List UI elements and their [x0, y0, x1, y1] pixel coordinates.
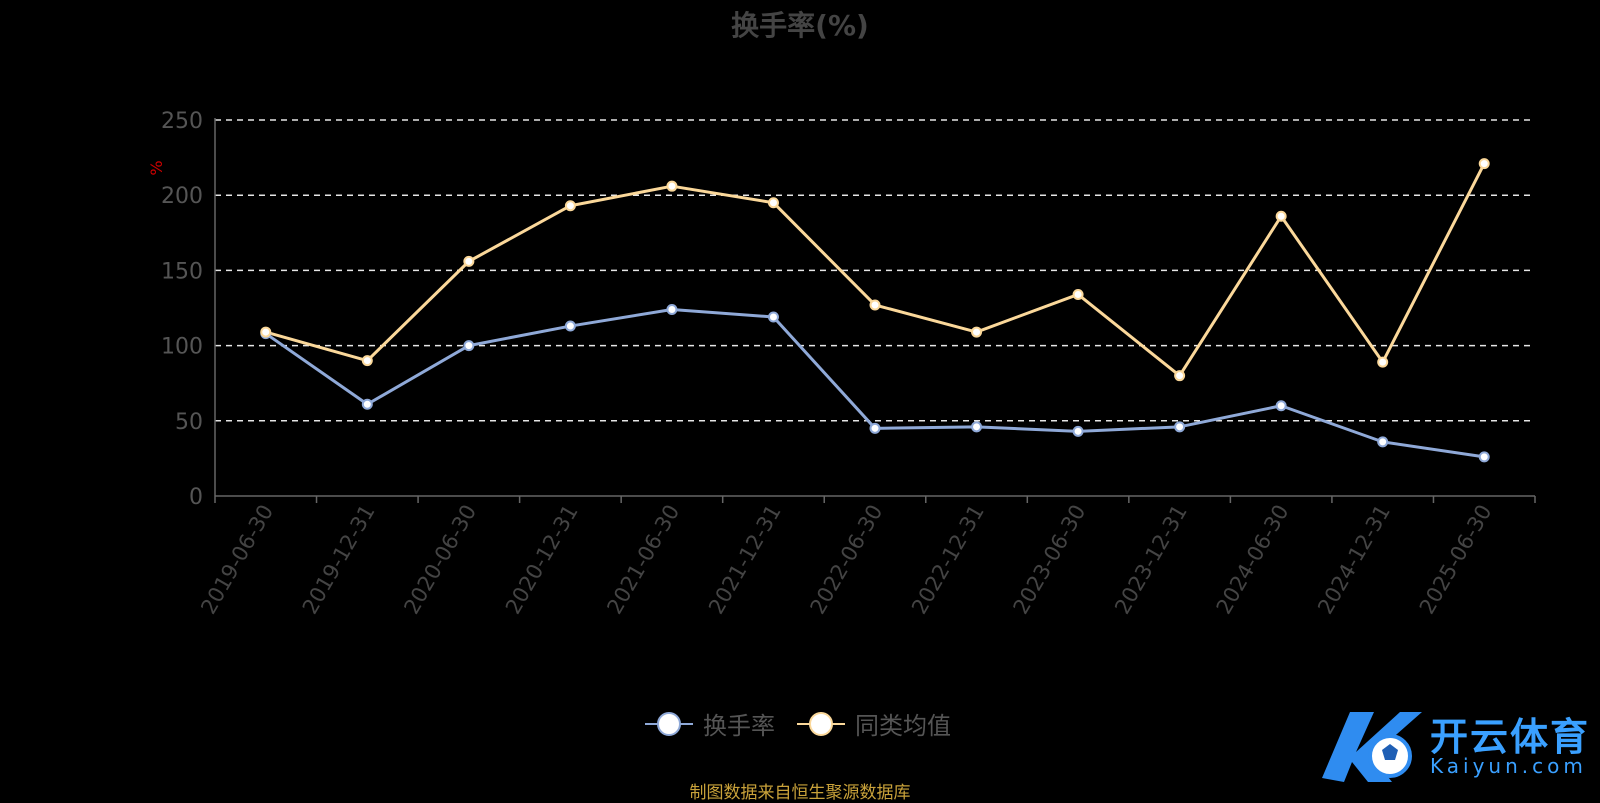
x-tick-label: 2019-06-30	[196, 501, 278, 619]
data-point	[564, 320, 576, 332]
data-point	[361, 398, 373, 410]
y-axis-label: %	[147, 160, 166, 175]
y-tick-label: 250	[161, 109, 203, 134]
data-point	[869, 422, 881, 434]
legend-label-turnover: 换手率	[703, 712, 775, 740]
x-tick-label: 2024-06-30	[1212, 501, 1294, 619]
data-point	[971, 421, 983, 433]
kaiyun-logo-mark-icon	[1322, 712, 1422, 782]
data-point	[666, 304, 678, 316]
x-tick-label: 2023-06-30	[1009, 501, 1091, 619]
x-tick-label: 2022-06-30	[806, 501, 888, 619]
data-point	[463, 255, 475, 267]
legend-item-turnover[interactable]: 换手率	[645, 706, 775, 741]
data-point	[869, 299, 881, 311]
data-point	[1072, 425, 1084, 437]
x-tick-label: 2021-06-30	[602, 501, 684, 619]
legend: 换手率 同类均值	[645, 706, 951, 741]
data-point	[260, 326, 272, 338]
y-tick-label: 0	[189, 485, 203, 510]
x-tick-label: 2020-06-30	[399, 501, 481, 619]
data-point	[1072, 288, 1084, 300]
data-point	[666, 180, 678, 192]
data-point	[971, 326, 983, 338]
data-point	[1174, 421, 1186, 433]
data-point	[1478, 158, 1490, 170]
kaiyun-logo-text: 开云体育	[1430, 715, 1591, 759]
data-point	[1275, 210, 1287, 222]
data-point	[1478, 451, 1490, 463]
legend-item-peer-average[interactable]: 同类均值	[797, 706, 951, 741]
x-tick-label: 2021-12-31	[704, 501, 786, 619]
legend-label-peer-average: 同类均值	[855, 712, 951, 740]
y-tick-label: 100	[161, 335, 203, 360]
x-tick-label: 2022-12-31	[907, 501, 989, 619]
data-point	[564, 200, 576, 212]
data-point	[1377, 436, 1389, 448]
data-point	[767, 197, 779, 209]
chart-title: 换手率(%)	[731, 9, 869, 42]
x-tick-label: 2020-12-31	[501, 501, 583, 619]
data-point	[463, 340, 475, 352]
series-line	[264, 308, 1485, 459]
legend-symbol-peer-average	[797, 710, 845, 738]
kaiyun-logo: 开云体育 Kaiyun.com	[1312, 700, 1592, 790]
data-point	[1174, 370, 1186, 382]
data-point	[361, 355, 373, 367]
data-point	[1377, 356, 1389, 368]
data-point	[1275, 400, 1287, 412]
x-tick-label: 2023-12-31	[1110, 501, 1192, 619]
x-tick-label: 2025-06-30	[1415, 501, 1497, 619]
source-note: 制图数据来自恒生聚源数据库	[689, 783, 911, 803]
y-tick-label: 200	[161, 184, 203, 209]
kaiyun-logo-domain: Kaiyun.com	[1430, 754, 1587, 778]
x-tick-label: 2019-12-31	[298, 501, 380, 619]
y-tick-label: 50	[175, 410, 203, 435]
data-point	[767, 311, 779, 323]
x-tick-label: 2024-12-31	[1313, 501, 1395, 619]
legend-symbol-turnover	[645, 710, 693, 738]
y-tick-label: 150	[161, 259, 203, 284]
